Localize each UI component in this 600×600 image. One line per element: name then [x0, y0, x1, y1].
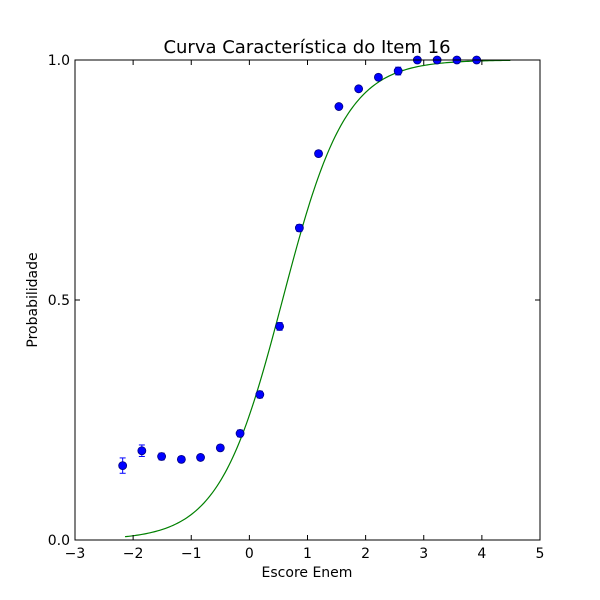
x-axis-label: Escore Enem — [262, 565, 353, 581]
x-tick-label: −2 — [123, 546, 144, 562]
logistic-curve — [124, 59, 511, 538]
data-point — [118, 457, 128, 474]
data-point — [334, 102, 344, 111]
x-tick-label: 4 — [477, 546, 486, 562]
y-axis-label: Probabilidade — [25, 252, 41, 347]
data-point — [354, 84, 364, 94]
data-point — [176, 454, 186, 464]
point-marker — [176, 454, 186, 464]
data-point — [393, 66, 403, 76]
point-marker — [137, 446, 147, 456]
point-marker — [196, 453, 205, 462]
x-tick-label: −3 — [65, 546, 86, 562]
point-marker — [215, 443, 225, 453]
plot-frame — [74, 59, 541, 541]
point-marker — [334, 102, 344, 111]
point-marker — [235, 429, 245, 438]
x-tick-label: 1 — [303, 546, 312, 562]
point-marker — [157, 452, 167, 461]
point-marker — [374, 72, 383, 82]
x-tick-label: 5 — [536, 546, 545, 562]
y-tick-label: 1.0 — [48, 53, 70, 69]
data-point — [157, 452, 167, 461]
point-marker — [118, 461, 128, 471]
data-point — [294, 223, 304, 233]
data-point — [196, 453, 205, 462]
chart-title: Curva Característica do Item 16 — [163, 37, 450, 58]
x-tick-label: 2 — [361, 546, 370, 562]
x-tick-label: 0 — [245, 546, 254, 562]
point-marker — [393, 66, 403, 76]
data-point — [215, 443, 225, 453]
point-marker — [354, 84, 364, 94]
data-point — [275, 321, 285, 331]
point-marker — [294, 223, 304, 233]
point-marker — [275, 321, 285, 331]
x-tick-label: −1 — [181, 546, 202, 562]
data-point — [137, 444, 147, 457]
axis-ticks: −3 −2 −1 0 1 2 3 4 5 0.0 0.5 1.0 — [48, 53, 545, 562]
y-tick-label: 0.0 — [48, 533, 70, 549]
data-point — [255, 390, 265, 399]
x-tick-label: 3 — [419, 546, 428, 562]
data-point — [314, 149, 323, 159]
point-marker — [255, 390, 265, 399]
plot-area — [118, 55, 511, 538]
data-point — [374, 72, 383, 82]
y-tick-label: 0.5 — [48, 293, 70, 309]
point-marker — [314, 149, 323, 159]
data-point — [235, 429, 245, 438]
